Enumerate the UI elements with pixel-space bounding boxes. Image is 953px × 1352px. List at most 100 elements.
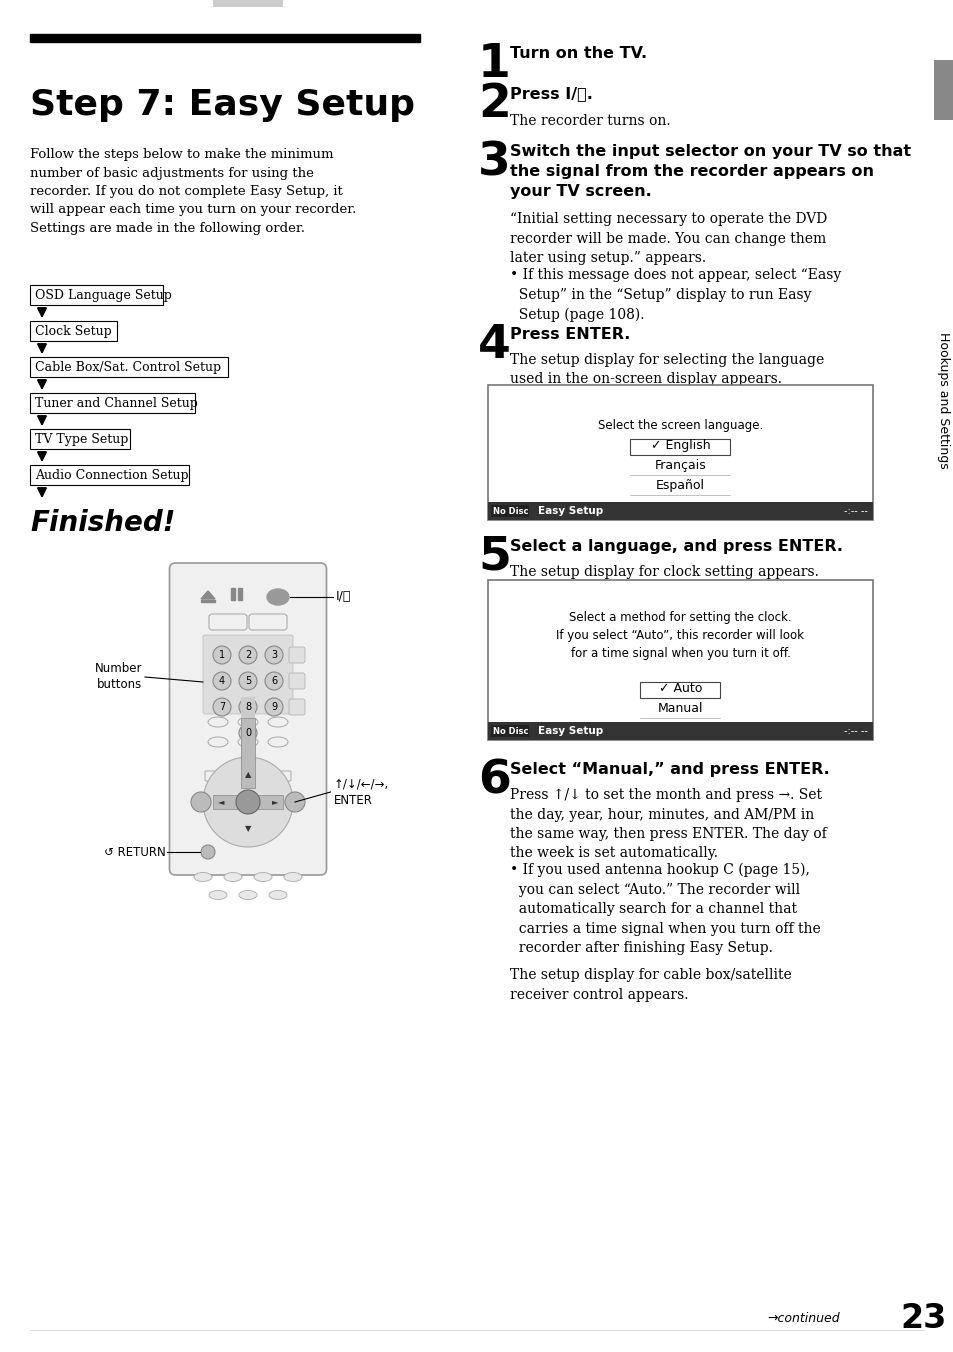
Text: Cable Box/Sat. Control Setup: Cable Box/Sat. Control Setup — [35, 361, 221, 373]
Text: ✓ Auto: ✓ Auto — [659, 681, 701, 695]
Text: Select a language, and press ENTER.: Select a language, and press ENTER. — [510, 539, 842, 554]
Ellipse shape — [237, 717, 257, 727]
Text: No Disc: No Disc — [493, 726, 528, 735]
Text: Hookups and Settings: Hookups and Settings — [937, 331, 949, 468]
Circle shape — [265, 672, 283, 690]
Text: 6: 6 — [271, 676, 276, 685]
Circle shape — [235, 790, 260, 814]
FancyBboxPatch shape — [289, 699, 305, 715]
Ellipse shape — [239, 891, 256, 899]
Circle shape — [203, 757, 293, 846]
Text: 9: 9 — [271, 702, 276, 713]
Text: 1: 1 — [218, 650, 225, 660]
Text: • If this message does not appear, select “Easy
  Setup” in the “Setup” display : • If this message does not appear, selec… — [510, 268, 841, 322]
Circle shape — [213, 698, 231, 717]
Bar — [488, 385, 872, 521]
Text: ►: ► — [272, 798, 278, 807]
Bar — [488, 580, 872, 740]
Text: -:-- --: -:-- -- — [843, 726, 867, 735]
Circle shape — [213, 646, 231, 664]
Bar — [491, 725, 529, 737]
Ellipse shape — [237, 737, 257, 748]
FancyBboxPatch shape — [170, 562, 326, 875]
Text: →continued: →continued — [766, 1311, 840, 1325]
Bar — [231, 588, 234, 600]
Bar — [933, 59, 953, 120]
Ellipse shape — [268, 717, 288, 727]
Text: Easy Setup: Easy Setup — [537, 506, 602, 516]
Circle shape — [201, 845, 214, 859]
Ellipse shape — [193, 872, 212, 882]
Text: Follow the steps below to make the minimum
number of basic adjustments for using: Follow the steps below to make the minim… — [30, 147, 356, 235]
FancyBboxPatch shape — [203, 635, 293, 714]
Bar — [213, 795, 283, 808]
Text: Press I/⏻.: Press I/⏻. — [510, 87, 592, 101]
Text: 3: 3 — [477, 141, 510, 185]
Ellipse shape — [224, 872, 242, 882]
Bar — [30, 465, 189, 485]
Text: 4: 4 — [218, 676, 225, 685]
Text: Number
buttons: Number buttons — [94, 662, 142, 691]
Text: 6: 6 — [477, 758, 511, 803]
FancyBboxPatch shape — [234, 771, 261, 781]
Text: 0: 0 — [245, 727, 251, 738]
Text: ◄: ◄ — [217, 798, 224, 807]
Text: ▲: ▲ — [245, 771, 251, 780]
Text: The recorder turns on.: The recorder turns on. — [510, 114, 670, 128]
Bar — [201, 599, 214, 602]
FancyBboxPatch shape — [289, 673, 305, 690]
Text: • If you used antenna hookup C (page 15),
  you can select “Auto.” The recorder : • If you used antenna hookup C (page 15)… — [510, 863, 820, 956]
Text: TV Type Setup: TV Type Setup — [35, 433, 129, 446]
Bar — [488, 722, 872, 740]
Text: Manual: Manual — [657, 702, 702, 714]
Circle shape — [239, 725, 256, 742]
Ellipse shape — [267, 589, 289, 604]
Text: Select “Manual,” and press ENTER.: Select “Manual,” and press ENTER. — [510, 763, 829, 777]
Circle shape — [191, 792, 211, 813]
Circle shape — [213, 672, 231, 690]
Text: I/⏻: I/⏻ — [335, 591, 351, 603]
Text: Español: Español — [656, 479, 704, 492]
Text: The setup display for clock setting appears.: The setup display for clock setting appe… — [510, 565, 818, 579]
Text: “Initial setting necessary to operate the DVD
recorder will be made. You can cha: “Initial setting necessary to operate th… — [510, 212, 826, 265]
Circle shape — [265, 646, 283, 664]
Bar — [630, 439, 730, 456]
Bar — [30, 429, 131, 449]
Ellipse shape — [268, 737, 288, 748]
Text: Tuner and Channel Setup: Tuner and Channel Setup — [35, 396, 197, 410]
Circle shape — [239, 646, 256, 664]
Bar — [237, 588, 242, 600]
Text: Switch the input selector on your TV so that
the signal from the recorder appear: Switch the input selector on your TV so … — [510, 145, 910, 199]
Bar — [30, 320, 117, 341]
Bar — [491, 506, 529, 516]
Bar — [241, 718, 254, 788]
Text: Select the screen language.: Select the screen language. — [598, 419, 762, 431]
Text: 2: 2 — [245, 650, 251, 660]
Text: Step 7: Easy Setup: Step 7: Easy Setup — [30, 88, 415, 122]
FancyBboxPatch shape — [205, 771, 231, 781]
Text: Finished!: Finished! — [30, 508, 175, 537]
Ellipse shape — [253, 872, 272, 882]
Text: 5: 5 — [245, 676, 251, 685]
Bar — [213, 0, 283, 7]
Text: 23: 23 — [900, 1302, 946, 1334]
Text: Français: Français — [654, 458, 705, 472]
FancyBboxPatch shape — [249, 614, 287, 630]
Text: 8: 8 — [245, 702, 251, 713]
Text: Turn on the TV.: Turn on the TV. — [510, 46, 646, 61]
Text: ✓ English: ✓ English — [650, 438, 710, 452]
Text: 1: 1 — [477, 42, 511, 87]
FancyBboxPatch shape — [289, 648, 305, 662]
Text: Press ENTER.: Press ENTER. — [510, 327, 630, 342]
Text: 2: 2 — [477, 82, 511, 127]
Polygon shape — [201, 591, 214, 599]
Text: The setup display for cable box/satellite
receiver control appears.: The setup display for cable box/satellit… — [510, 968, 791, 1002]
Ellipse shape — [208, 717, 228, 727]
Text: 7: 7 — [218, 702, 225, 713]
Bar — [30, 357, 228, 377]
Text: Select a method for setting the clock.
If you select “Auto”, this recorder will : Select a method for setting the clock. I… — [556, 611, 803, 661]
Bar — [30, 285, 163, 306]
FancyBboxPatch shape — [265, 771, 291, 781]
Ellipse shape — [208, 737, 228, 748]
Text: Audio Connection Setup: Audio Connection Setup — [35, 469, 189, 481]
